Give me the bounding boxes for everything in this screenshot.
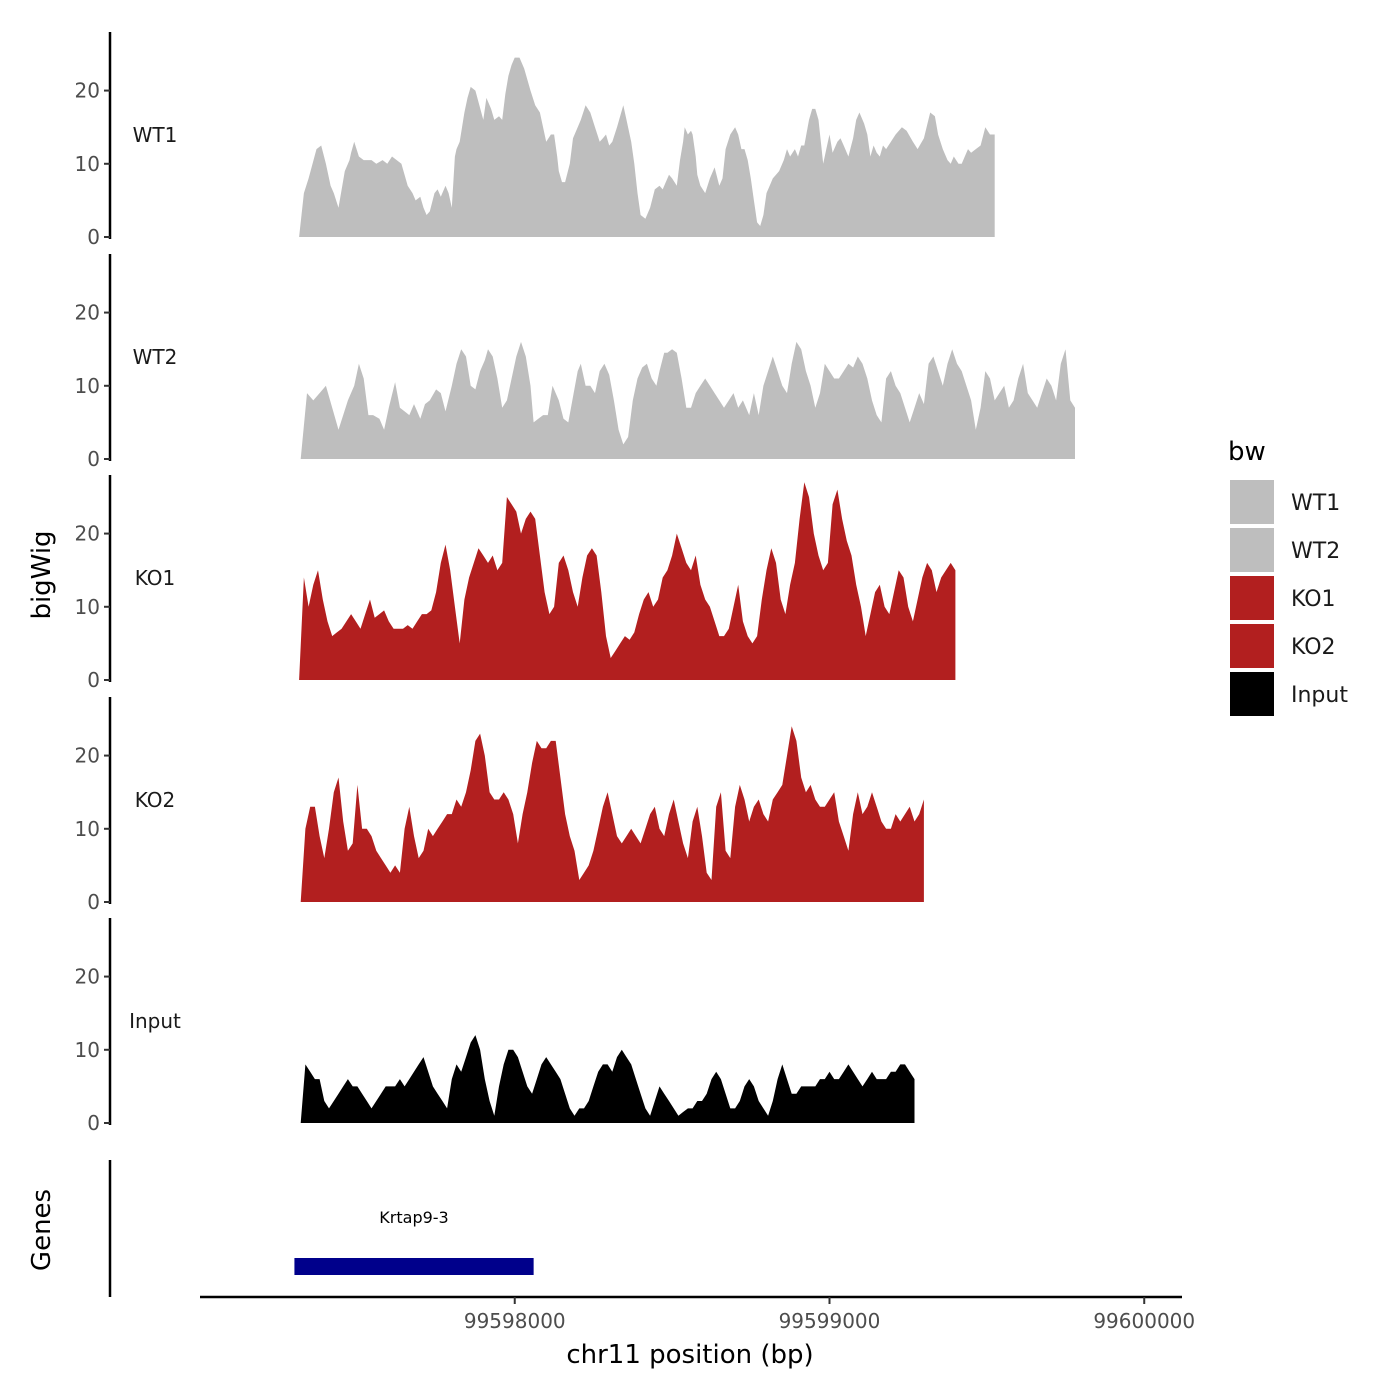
track-wt2-label: WT2: [133, 345, 178, 369]
track-ko2-label: KO2: [135, 788, 176, 812]
track-ko1: 0 10 20 KO1: [75, 475, 956, 692]
track-ko1-y-tick-label: 0: [87, 668, 100, 692]
track-ko1-y-tick-label: 10: [75, 595, 100, 619]
x-tick-label: 99599000: [779, 1309, 881, 1333]
legend-label-wt2: WT2: [1291, 539, 1340, 564]
track-input-area: [300, 1035, 915, 1123]
x-axis: 99598000 99599000 99600000: [200, 1295, 1195, 1333]
track-input-y-tick-label: 10: [75, 1038, 100, 1062]
legend-swatch-ko1: [1230, 576, 1274, 620]
genes-axis-title: Genes: [27, 1189, 57, 1271]
genes-layer: Krtap9-3: [108, 1160, 534, 1297]
gene-label: Krtap9-3: [379, 1208, 448, 1227]
track-wt1-y-tick-label: 20: [75, 79, 100, 103]
track-wt1-y-tick-label: 0: [87, 225, 100, 249]
legend-swatch-input: [1230, 672, 1274, 716]
track-ko1-label: KO1: [135, 566, 176, 590]
track-ko2-y-tick-label: 20: [75, 744, 100, 768]
track-wt1-label: WT1: [133, 123, 178, 147]
track-ko1-area: [299, 482, 956, 680]
track-wt2: 0 10 20 WT2: [75, 254, 1075, 471]
track-wt2-y-tick-label: 20: [75, 301, 100, 325]
legend-swatch-wt1: [1230, 480, 1274, 524]
legend-swatch-wt2: [1230, 528, 1274, 572]
legend: bw WT1 WT2 KO1 KO2 Input: [1228, 437, 1348, 716]
x-tick-label: 99598000: [464, 1309, 566, 1333]
track-wt1-area: [299, 57, 995, 237]
track-wt2-area: [300, 341, 1075, 459]
legend-label-ko1: KO1: [1291, 587, 1336, 612]
legend-swatch-ko2: [1230, 624, 1274, 668]
gene-bar: [294, 1258, 534, 1275]
track-ko2: 0 10 20 KO2: [75, 697, 924, 914]
track-input-y-tick-label: 20: [75, 965, 100, 989]
track-input-y-tick-label: 0: [87, 1111, 100, 1135]
track-ko1-y-tick-label: 20: [75, 522, 100, 546]
x-tick-label: 99600000: [1093, 1309, 1195, 1333]
track-input: 0 10 20 Input: [75, 918, 915, 1135]
legend-label-ko2: KO2: [1291, 635, 1336, 660]
x-axis-title: chr11 position (bp): [566, 1340, 813, 1370]
track-ko2-area: [300, 726, 924, 902]
legend-label-input: Input: [1291, 683, 1348, 708]
track-ko2-y-tick-label: 0: [87, 890, 100, 914]
track-wt2-y-tick-label: 0: [87, 447, 100, 471]
legend-label-wt1: WT1: [1291, 491, 1340, 516]
y-axis-title: bigWig: [27, 530, 57, 619]
legend-title: bw: [1228, 437, 1266, 467]
track-ko2-y-tick-label: 10: [75, 817, 100, 841]
track-input-label: Input: [129, 1009, 181, 1033]
track-wt1-y-tick-label: 10: [75, 152, 100, 176]
track-wt1: 0 10 20 WT1: [75, 32, 995, 249]
tracks-layer: 0 10 20 WT1 0 10 20 WT2 0 10 20 KO1 0 10 20 KO2 0 10 20 Inp…: [75, 32, 1075, 1135]
track-wt2-y-tick-label: 10: [75, 374, 100, 398]
